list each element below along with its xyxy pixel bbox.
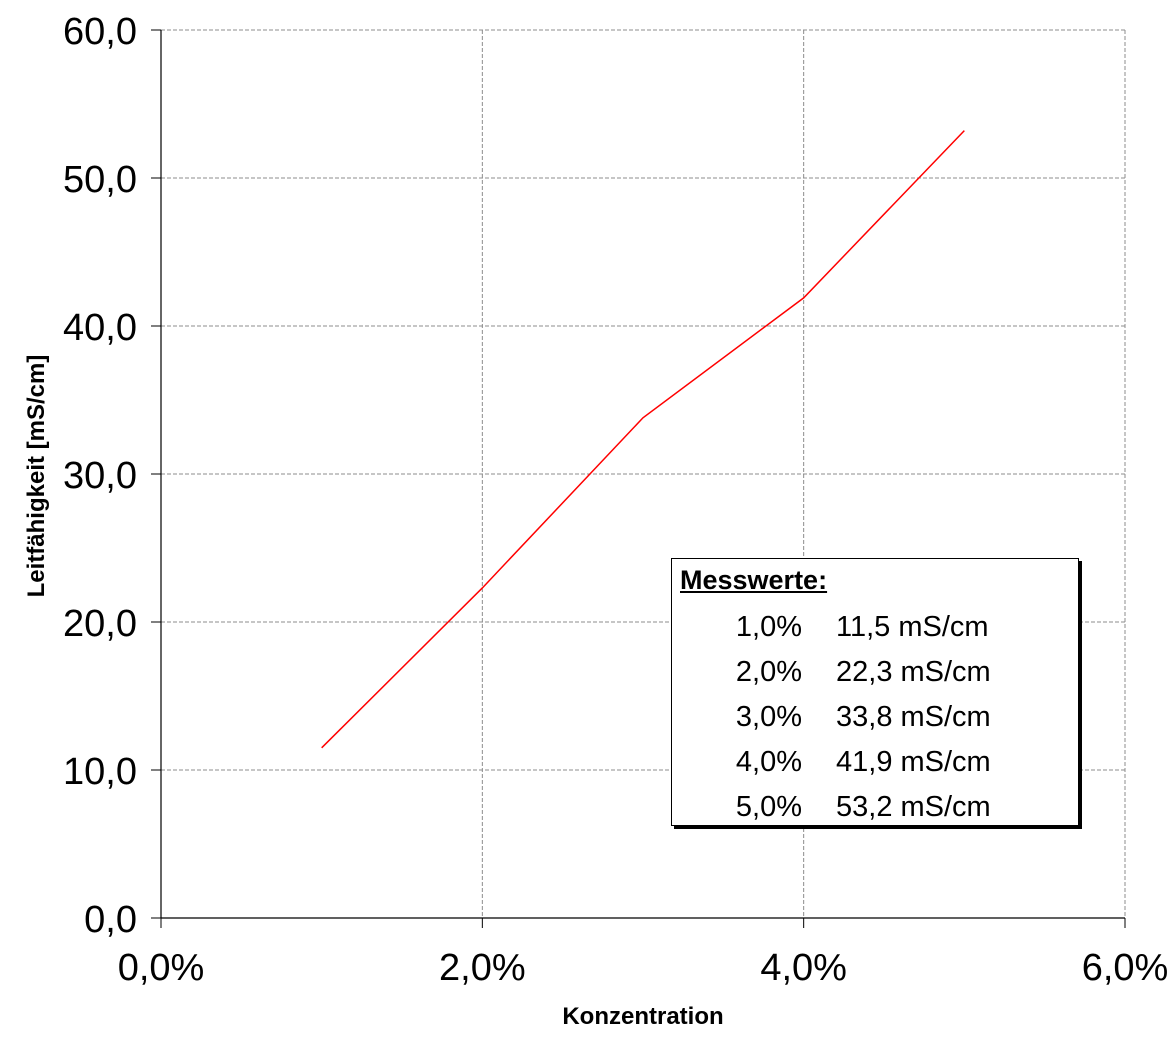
measurement-row: 4,0% 41,9 mS/cm (672, 746, 1078, 790)
x-tick-label: 0,0% (118, 947, 205, 989)
measurement-concentration: 5,0% (735, 791, 802, 823)
measurement-row: 1,0% 11,5 mS/cm (672, 611, 1078, 655)
y-tick-label: 40,0 (63, 307, 137, 349)
y-axis-title: Leitfähigkeit [mS/cm] (23, 355, 50, 598)
x-axis-title: Konzentration (562, 1003, 723, 1030)
x-tick-label: 2,0% (439, 947, 526, 989)
y-tick-label: 30,0 (63, 455, 137, 497)
measurement-value: 53,2 mS/cm (836, 791, 991, 823)
series-line (321, 130, 965, 749)
axes: 0,0 10,0 20,0 30,0 40,0 50,0 60,0 0,0% 2,0% 4,0% 6… (63, 11, 1168, 989)
measurement-box: Messwerte: 1,0% 11,5 mS/cm 2,0% 22,3 mS/cm 3… (671, 558, 1079, 826)
x-tick-label: 6,0% (1082, 947, 1169, 989)
measurement-row: 3,0% 33,8 mS/cm (672, 701, 1078, 745)
measurement-value: 33,8 mS/cm (836, 701, 991, 733)
y-tick-label: 60,0 (63, 11, 137, 53)
measurement-row: 2,0% 22,3 mS/cm (672, 656, 1078, 700)
measurement-row: 5,0% 53,2 mS/cm (672, 791, 1078, 835)
x-tick-label: 4,0% (760, 947, 847, 989)
measurement-concentration: 4,0% (735, 746, 802, 778)
measurement-concentration: 3,0% (735, 701, 802, 733)
series (321, 130, 965, 749)
y-tick-label: 20,0 (63, 603, 137, 645)
measurement-concentration: 1,0% (735, 611, 802, 643)
axis-labels: Konzentration Leitfähigkeit [mS/cm] (23, 355, 724, 1030)
measurement-title: Messwerte: (680, 565, 828, 595)
measurement-value: 11,5 mS/cm (836, 611, 989, 643)
y-tick-label: 50,0 (63, 159, 137, 201)
measurement-value: 41,9 mS/cm (836, 746, 991, 778)
grid (161, 29, 1126, 918)
measurement-value: 22,3 mS/cm (836, 656, 991, 688)
y-tick-label: 10,0 (63, 751, 137, 793)
y-tick-label: 0,0 (84, 899, 137, 941)
measurement-concentration: 2,0% (735, 656, 802, 688)
